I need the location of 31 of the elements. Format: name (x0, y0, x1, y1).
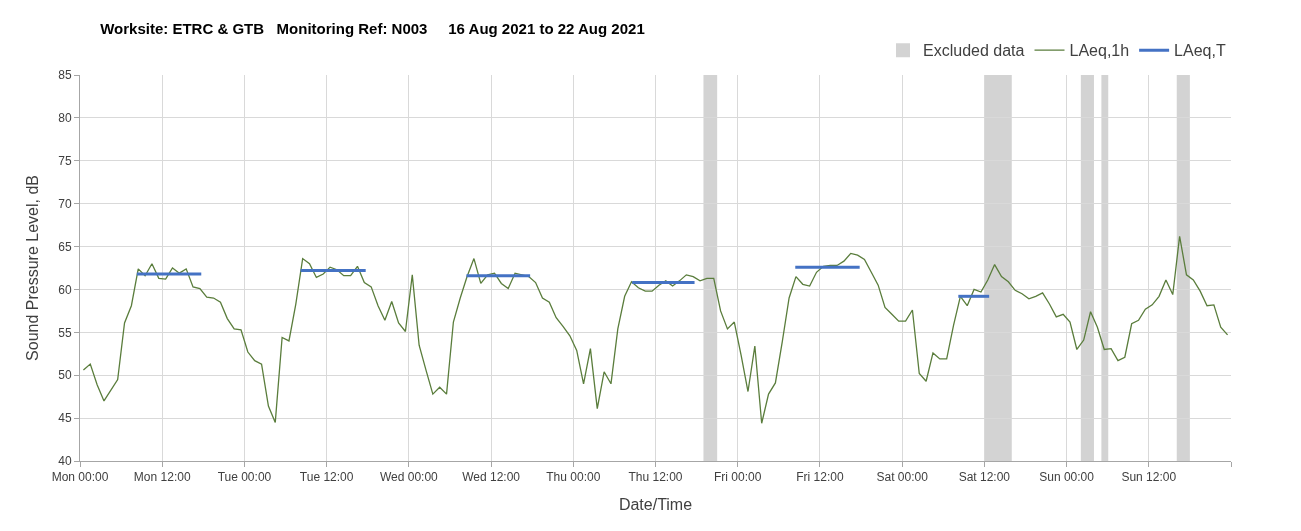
x-tick-label: Tue 00:00 (217, 470, 272, 485)
line-series (82, 235, 1229, 424)
y-tick-label: 55 (58, 325, 72, 340)
x-tick-label: Mon 00:00 (51, 470, 109, 485)
y-tick-label: 75 (58, 153, 72, 168)
y-tick-label: 65 (58, 239, 72, 254)
y-axis-title: Sound Pressure Level, dB (24, 175, 42, 361)
x-tick-label: Thu 00:00 (546, 470, 601, 485)
x-tick-label: Wed 00:00 (379, 470, 439, 485)
x-tick-label: Thu 12:00 (628, 470, 683, 485)
x-tick-label: Tue 12:00 (299, 470, 354, 485)
y-tick-label: 70 (58, 196, 72, 211)
y-tick-label: 40 (58, 454, 72, 469)
x-tick-label: Sat 12:00 (958, 470, 1011, 485)
y-tick-label: 80 (58, 111, 72, 126)
y-tick-label: 60 (58, 282, 72, 297)
legend-label: LAeq,1h (1069, 42, 1130, 60)
x-tick-label: Fri 00:00 (714, 470, 762, 485)
x-tick-label: Wed 12:00 (462, 470, 521, 485)
x-axis-title: Date/Time (618, 496, 693, 514)
y-tick-label: 45 (58, 411, 72, 426)
chart-title: Worksite: ETRC & GTB Monitoring Ref: N003 16 Aug 2021 to 22 Aug 2021 (100, 20, 645, 38)
x-tick-label: Sun 00:00 (1039, 470, 1095, 485)
x-tick-label: Sat 00:00 (876, 470, 929, 485)
legend-label: LAeq,T (1174, 42, 1226, 60)
x-tick-label: Fri 12:00 (796, 470, 844, 485)
legend-label: Excluded data (923, 42, 1025, 60)
y-tick-label: 85 (58, 68, 72, 83)
y-tick-label: 50 (58, 368, 72, 383)
x-tick-label: Sun 12:00 (1121, 470, 1177, 485)
x-tick-label: Mon 12:00 (133, 470, 191, 485)
